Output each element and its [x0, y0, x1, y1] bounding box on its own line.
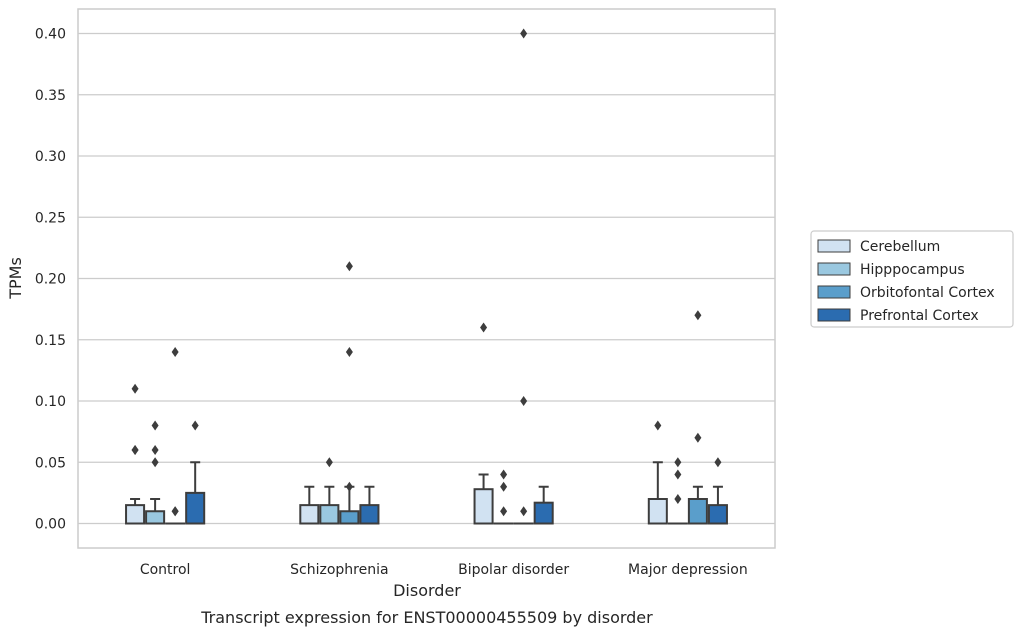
outlier-point [152, 445, 159, 455]
legend-swatch [818, 240, 850, 252]
box-rect [360, 505, 378, 523]
box-3-0 [649, 421, 667, 524]
box-rect [709, 505, 727, 523]
y-tick-labels: 0.00 0.05 0.10 0.15 0.20 0.25 0.30 0.35 0.40 [35, 27, 66, 533]
box-rect [689, 499, 707, 524]
box-0-3 [186, 421, 204, 524]
y-tick-label: 0.10 [35, 394, 66, 410]
outlier-point [132, 445, 139, 455]
box-0-0 [126, 384, 144, 524]
box-rect [146, 511, 164, 523]
outlier-point [132, 384, 139, 394]
outlier-point [346, 347, 353, 357]
chart-caption: Transcript expression for ENST0000045550… [200, 608, 653, 627]
grid-layer [78, 34, 775, 524]
outlier-point [500, 506, 507, 516]
legend-label: Prefrontal Cortex [860, 308, 979, 324]
box-1-3 [360, 487, 378, 524]
box-rect [126, 505, 144, 523]
y-tick-label: 0.40 [35, 27, 66, 43]
legend-swatch [818, 309, 850, 321]
outlier-point [500, 470, 507, 480]
legend-label: Hipppocampus [860, 262, 965, 278]
box-3-2 [689, 310, 707, 523]
box-rect [649, 499, 667, 524]
box-rect [535, 503, 553, 524]
y-tick-label: 0.30 [35, 149, 66, 165]
legend: Cerebellum Hipppocampus Orbitofontal Corte… [811, 231, 1013, 327]
outlier-point [694, 433, 701, 443]
box-rect [320, 505, 338, 523]
box-rect [340, 511, 358, 523]
box-2-3 [535, 487, 553, 524]
legend-swatch [818, 286, 850, 298]
outlier-point [674, 457, 681, 467]
outlier-point [654, 421, 661, 431]
outlier-point [152, 457, 159, 467]
y-tick-label: 0.20 [35, 272, 66, 288]
outlier-point [520, 396, 527, 406]
outlier-point [480, 323, 487, 333]
x-tick-label: Major depression [628, 562, 748, 578]
outlier-point [520, 29, 527, 39]
legend-label: Orbitofontal Cortex [860, 285, 995, 301]
outlier-point [520, 506, 527, 516]
outlier-point [694, 310, 701, 320]
legend-label: Cerebellum [860, 239, 940, 255]
outlier-point [346, 482, 353, 492]
box-rect [475, 489, 493, 523]
outlier-point [192, 421, 199, 431]
outlier-point [172, 506, 179, 516]
box-1-2 [340, 261, 358, 523]
box-0-2 [166, 347, 184, 524]
box-rect [186, 493, 204, 524]
x-tick-label: Schizophrenia [290, 562, 388, 578]
outlier-point [152, 421, 159, 431]
box-2-0 [475, 323, 493, 524]
box-0-1 [146, 421, 164, 524]
box-3-3 [709, 457, 727, 523]
y-tick-label: 0.00 [35, 517, 66, 533]
outlier-point [674, 494, 681, 504]
y-tick-label: 0.25 [35, 210, 66, 226]
box-3-1 [669, 457, 687, 523]
outlier-point [326, 457, 333, 467]
box-2-1 [495, 470, 513, 524]
x-tick-label: Bipolar disorder [458, 562, 569, 578]
box-rect [300, 505, 318, 523]
outlier-point [172, 347, 179, 357]
outlier-point [714, 457, 721, 467]
boxes-layer [126, 29, 727, 524]
x-tick-labels: Control Schizophrenia Bipolar disorder Majo… [140, 562, 748, 578]
outlier-point [500, 482, 507, 492]
box-1-0 [300, 487, 318, 524]
outlier-point [346, 261, 353, 271]
x-tick-label: Control [140, 562, 191, 578]
y-tick-label: 0.05 [35, 455, 66, 471]
x-axis-title: Disorder [393, 581, 461, 600]
y-axis-title: TPMs [6, 257, 25, 300]
box-1-1 [320, 457, 338, 523]
y-tick-label: 0.35 [35, 88, 66, 104]
legend-swatch [818, 263, 850, 275]
y-tick-label: 0.15 [35, 333, 66, 349]
outlier-point [674, 470, 681, 480]
box-2-2 [515, 29, 533, 524]
